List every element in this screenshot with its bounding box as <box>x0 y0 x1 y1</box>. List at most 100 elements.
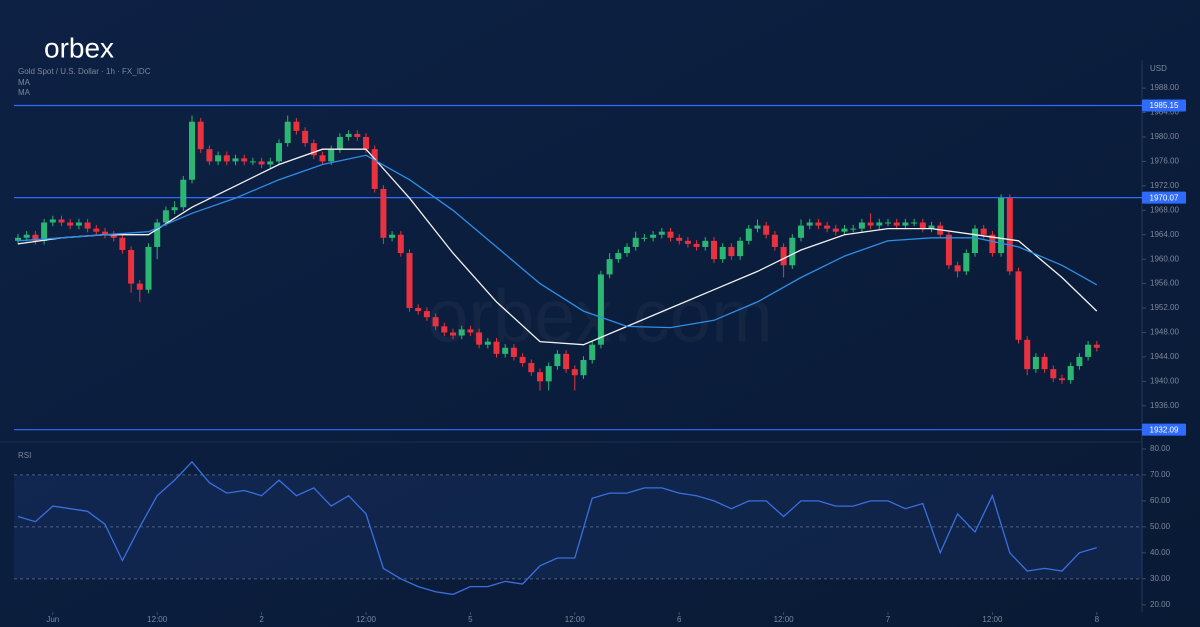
candle-body <box>876 222 883 226</box>
candle-body <box>1041 356 1048 370</box>
series-line <box>17 460 1097 596</box>
candle-body <box>415 308 422 312</box>
candle-body <box>484 341 491 345</box>
candle-body <box>432 317 439 327</box>
y-tick-label: 70.00 <box>1150 470 1171 479</box>
y-tick-label: 30.00 <box>1150 574 1171 583</box>
candle-body <box>824 225 831 229</box>
candle-body <box>397 234 404 254</box>
y-tick-label: 40.00 <box>1150 548 1171 557</box>
candle-body <box>658 231 665 235</box>
candle-body <box>798 225 804 238</box>
candle-body <box>450 332 456 336</box>
candle-body <box>945 234 952 266</box>
x-tick-label: 7 <box>886 615 891 624</box>
candle-body <box>241 158 248 162</box>
candle-body <box>232 158 239 162</box>
candle-body <box>615 253 622 260</box>
y-tick-label: 1936.00 <box>1150 401 1179 410</box>
candle-body <box>23 234 30 238</box>
candle-body <box>336 136 343 150</box>
y-tick-label: 1988.00 <box>1150 83 1179 92</box>
candle-body <box>719 246 726 260</box>
candle-body <box>867 222 874 226</box>
candle-body <box>302 130 309 144</box>
candle-body <box>145 246 152 290</box>
candle-body <box>1076 356 1083 367</box>
candle-body <box>667 231 674 238</box>
candle-body <box>989 234 996 254</box>
y-tick-label: 20.00 <box>1150 600 1171 609</box>
candle-body <box>267 161 274 165</box>
candle-body <box>911 222 918 224</box>
candle-body <box>702 240 709 247</box>
candle-body <box>84 222 91 229</box>
y-tick-label: 60.00 <box>1150 496 1171 505</box>
candle-body <box>728 246 735 257</box>
candle-body <box>606 259 613 275</box>
y-tick-label: 1948.00 <box>1150 328 1179 337</box>
candle-body <box>737 240 744 257</box>
candle-body <box>789 237 796 266</box>
candle-body <box>771 234 778 247</box>
candle-body <box>1050 369 1057 379</box>
candle-body <box>885 222 891 224</box>
candle-body <box>406 253 413 309</box>
candle-body <box>58 219 65 223</box>
y-tick-label: 1976.00 <box>1150 157 1179 166</box>
candle-body <box>684 240 691 244</box>
candle-body <box>554 353 561 367</box>
candle-body <box>676 237 683 241</box>
candle-body <box>928 225 935 229</box>
price-label-box <box>1142 423 1186 436</box>
y-tick-label: 1964.00 <box>1150 230 1179 239</box>
candle-body <box>32 234 39 241</box>
candle-body <box>589 344 596 360</box>
candle-body <box>380 188 387 238</box>
series-line <box>17 154 1098 329</box>
series-line <box>17 148 1098 346</box>
candle-body <box>276 143 282 162</box>
candle-body <box>189 121 195 180</box>
y-tick-label: 1956.00 <box>1150 279 1179 288</box>
candle-body <box>67 222 74 226</box>
x-tick-label: 12:00 <box>147 615 168 624</box>
candle-body <box>284 121 291 144</box>
candle-body <box>563 353 570 370</box>
candle-body <box>15 237 21 241</box>
x-tick-label: 5 <box>468 615 473 624</box>
candle-body <box>441 326 448 333</box>
currency-label: USD <box>1150 64 1167 73</box>
candle-body <box>850 228 857 230</box>
price-label: 1985.15 <box>1150 101 1179 110</box>
candle-body <box>293 121 300 131</box>
candle-body <box>389 234 396 238</box>
candle-body <box>1024 339 1031 370</box>
candle-body <box>858 222 865 229</box>
candle-body <box>711 240 717 260</box>
candle-body <box>528 363 535 373</box>
x-tick-label: 12:00 <box>356 615 377 624</box>
logo: orbex <box>44 32 114 63</box>
y-tick-label: 1968.00 <box>1150 205 1179 214</box>
candle-body <box>641 237 648 239</box>
candle-body <box>893 222 900 226</box>
candle-body <box>519 356 526 364</box>
candle-body <box>693 243 700 247</box>
candle-body <box>502 347 509 354</box>
chart-title: Gold Spot / U.S. Dollar · 1h · FX_IDC <box>18 67 151 76</box>
candle-body <box>328 149 335 162</box>
candle-body <box>954 265 961 272</box>
candle-body <box>745 228 752 241</box>
y-tick-label: 1944.00 <box>1150 352 1179 361</box>
candle-body <box>467 329 474 333</box>
y-tick-label: 50.00 <box>1150 522 1171 531</box>
candle-body <box>1015 271 1022 340</box>
candle-body <box>510 347 517 357</box>
candle-body <box>571 369 578 376</box>
candle-body <box>319 155 326 162</box>
candle-body <box>650 234 657 238</box>
x-tick-label: 6 <box>677 615 682 624</box>
candle-body <box>345 133 352 137</box>
